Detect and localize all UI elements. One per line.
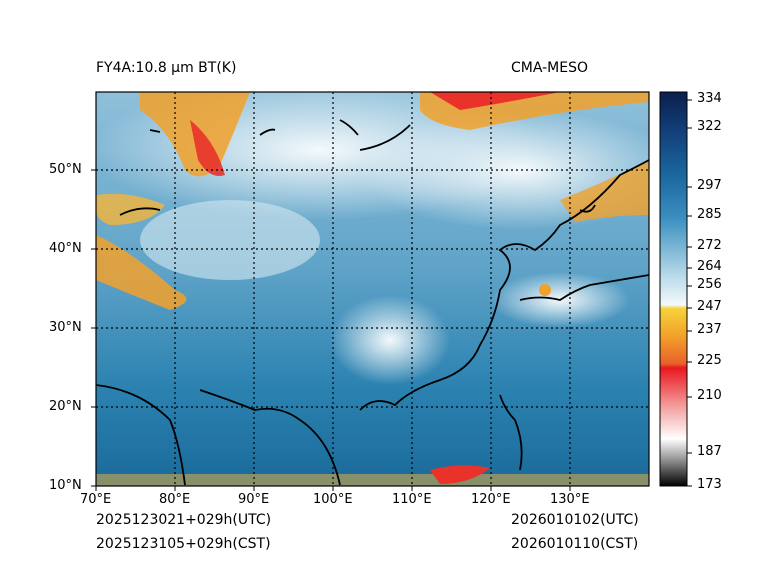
colorbar-tick-label: 173 (697, 477, 722, 492)
colorbar-tick-label: 322 (697, 119, 722, 134)
footer-right-utc: 2026010102(UTC) (511, 512, 639, 528)
lat-label: 10°N (49, 478, 82, 493)
lon-label: 90°E (238, 492, 270, 507)
lat-label: 50°N (49, 162, 82, 177)
lon-label: 70°E (80, 492, 112, 507)
colorbar-tick-label: 225 (697, 353, 722, 368)
colorbar (659, 91, 688, 487)
lon-label: 130°E (550, 492, 590, 507)
lon-label: 110°E (392, 492, 432, 507)
colorbar-tick-label: 187 (697, 444, 722, 459)
footer-right-cst: 2026010110(CST) (511, 536, 639, 552)
colorbar-tick-label: 285 (697, 207, 722, 222)
footer-left-utc: 2025123021+029h(UTC) (96, 512, 272, 528)
title-right: CMA-MESO (511, 60, 589, 76)
colorbar-tick-label: 247 (697, 299, 722, 314)
colorbar-tick-label: 297 (697, 178, 722, 193)
map-frame (95, 91, 650, 487)
lat-label: 20°N (49, 399, 82, 414)
lat-label: 30°N (49, 320, 82, 335)
colorbar-tick-label: 334 (697, 91, 722, 106)
colorbar-tick-label: 264 (697, 259, 722, 274)
colorbar-tick-label: 237 (697, 322, 722, 337)
colorbar-tick-label: 272 (697, 238, 722, 253)
title-left: FY4A:10.8 µm BT(K) (96, 60, 237, 76)
colorbar-tick-label: 210 (697, 388, 722, 403)
footer-left-cst: 2025123105+029h(CST) (96, 536, 271, 552)
colorbar-tick-label: 256 (697, 277, 722, 292)
lon-label: 120°E (471, 492, 511, 507)
lon-label: 100°E (313, 492, 353, 507)
lat-label: 40°N (49, 241, 82, 256)
lon-label: 80°E (159, 492, 191, 507)
